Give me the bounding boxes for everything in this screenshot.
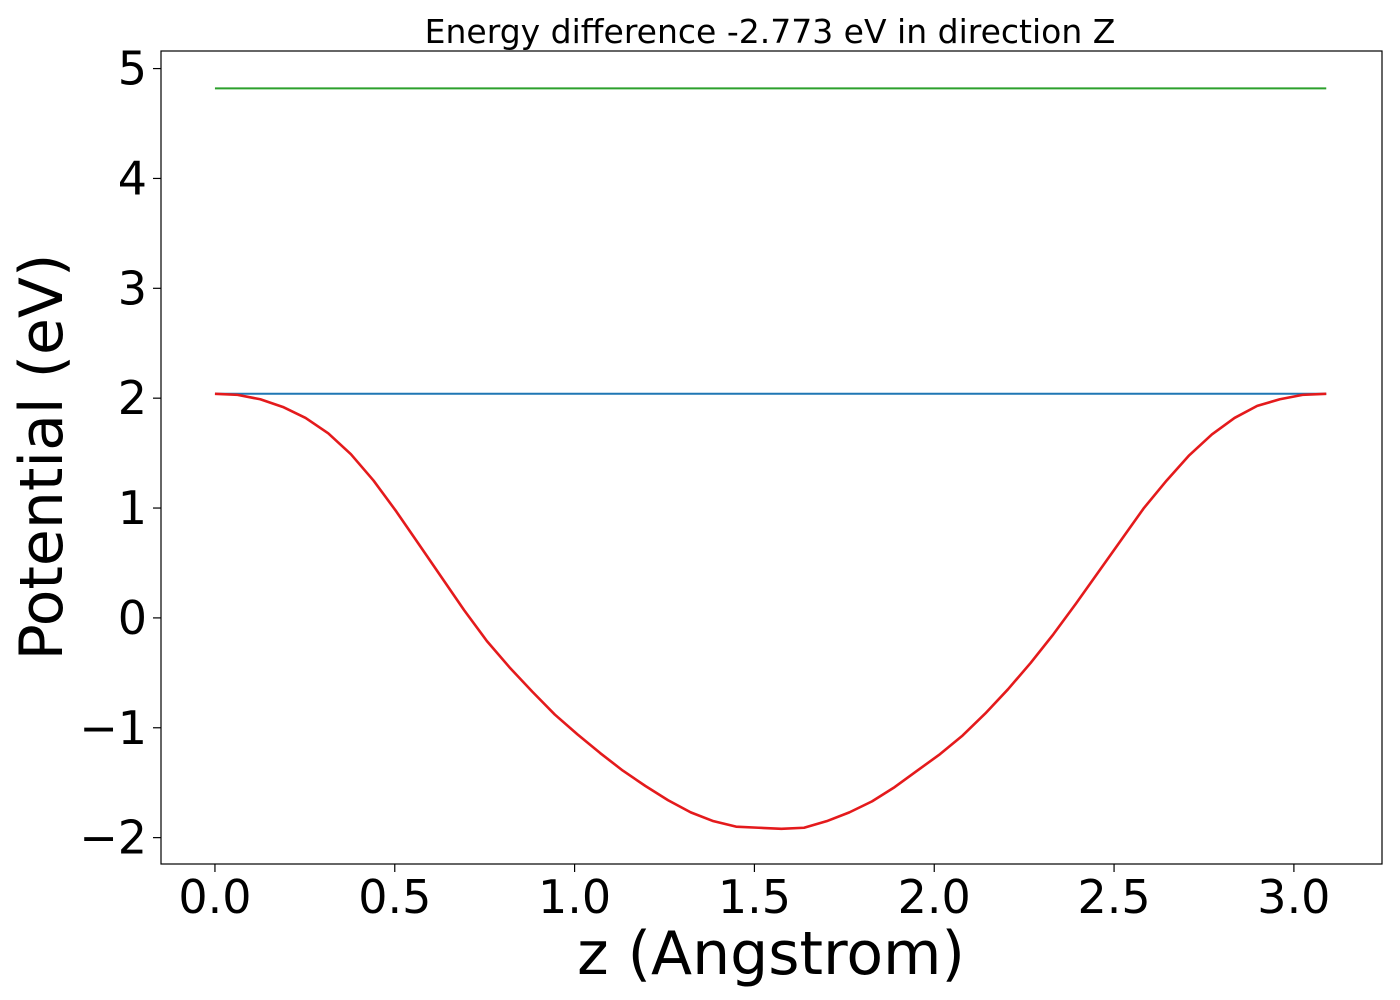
x-axis-label: z (Angstrom) <box>577 919 965 989</box>
y-tick-label: 2 <box>118 371 147 425</box>
x-tick-label: 1.0 <box>538 870 611 924</box>
y-tick-label: 4 <box>118 151 147 205</box>
x-axis: 0.0 0.5 1.0 1.5 2.0 2.5 3.0 <box>178 864 1330 924</box>
y-tick-label: −2 <box>79 811 147 865</box>
x-tick-label: 2.5 <box>1077 870 1150 924</box>
y-axis: −2 −1 0 1 2 3 4 5 <box>79 42 161 865</box>
series-layer <box>214 87 1327 831</box>
x-tick-label: 0.5 <box>358 870 431 924</box>
x-tick-label: 2.0 <box>898 870 971 924</box>
plot-area-frame <box>160 50 1383 865</box>
x-tick-label: 0.0 <box>178 870 251 924</box>
series-line-potential-profile <box>214 392 1327 831</box>
x-tick-label: 3.0 <box>1257 870 1330 924</box>
x-tick-label: 1.5 <box>718 870 791 924</box>
y-tick-label: −1 <box>79 701 147 755</box>
y-tick-label: 5 <box>118 42 147 96</box>
chart-title: Energy difference -2.773 eV in direction… <box>425 12 1116 51</box>
y-tick-label: 1 <box>118 481 147 535</box>
y-tick-label: 0 <box>118 591 147 645</box>
y-tick-label: 3 <box>118 261 147 315</box>
y-axis-label: Potential (eV) <box>7 254 77 661</box>
